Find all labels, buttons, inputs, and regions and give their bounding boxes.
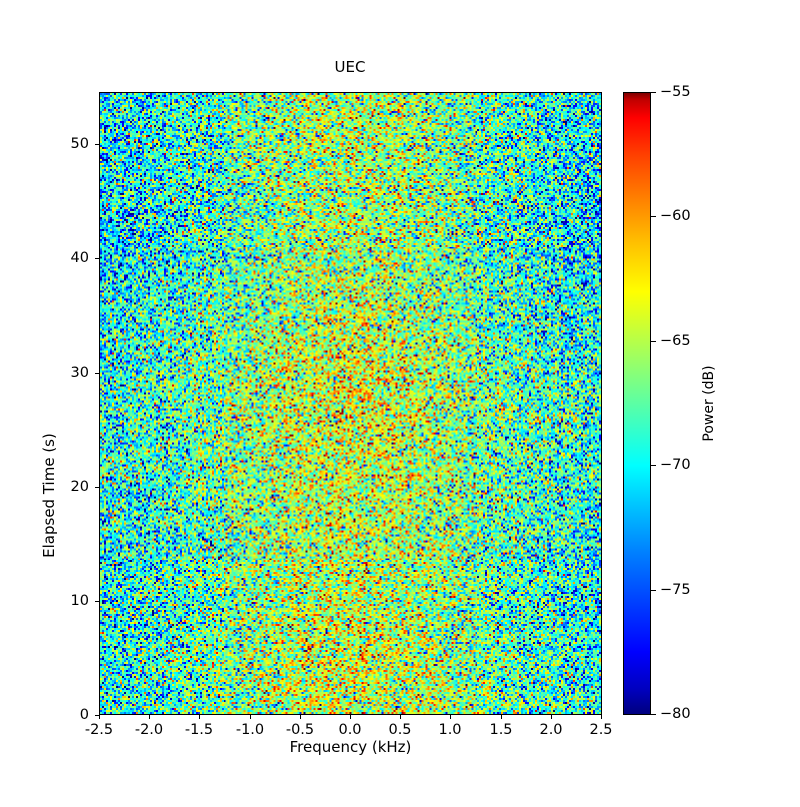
x-tick-label: 2.5 [589, 722, 613, 738]
colorbar-tick-mark [651, 465, 656, 466]
x-tick-mark [501, 715, 502, 719]
y-tick-mark [95, 601, 99, 602]
colorbar-label: Power (dB) [701, 365, 717, 442]
colorbar-label-wrapper: Power (dB) [700, 92, 718, 715]
x-tick-mark [250, 715, 251, 719]
x-tick-label: -0.5 [285, 722, 315, 738]
y-tick-mark [95, 487, 99, 488]
x-tick-mark [300, 715, 301, 719]
title-line-station: UEC [334, 58, 366, 76]
x-tick-mark [450, 715, 451, 719]
colorbar-tick-label: −70 [660, 457, 691, 473]
colorbar-tick-label: −60 [660, 208, 691, 224]
colorbar-tick-mark [651, 341, 656, 342]
y-tick-label: 40 [70, 250, 89, 266]
x-tick-label: 0.5 [388, 722, 412, 738]
y-tick-mark [95, 373, 99, 374]
x-tick-label: 1.5 [489, 722, 513, 738]
colorbar-tick-label: −65 [660, 333, 691, 349]
spectrogram-plot-area [99, 92, 602, 715]
y-tick-mark [95, 715, 99, 716]
y-tick-label: 50 [70, 136, 89, 152]
colorbar-tick-label: −55 [660, 84, 691, 100]
y-tick-label: 20 [70, 479, 89, 495]
y-axis-label-wrapper: Elapsed Time (s) [40, 92, 58, 715]
x-axis-label: Frequency (kHz) [289, 738, 412, 756]
colorbar-tick-mark [651, 714, 656, 715]
colorbar-gradient [624, 93, 650, 714]
colorbar-tick-label: −75 [660, 582, 691, 598]
colorbar-tick-mark [651, 216, 656, 217]
x-tick-mark [400, 715, 401, 719]
y-axis-label: Elapsed Time (s) [40, 433, 58, 558]
colorbar-tick-label: −80 [660, 706, 691, 722]
x-tick-mark [601, 715, 602, 719]
x-tick-label: 1.0 [438, 722, 462, 738]
colorbar-tick-mark [651, 92, 656, 93]
y-tick-label: 10 [70, 593, 89, 609]
x-tick-label: -1.5 [184, 722, 214, 738]
colorbar-tick-mark [651, 590, 656, 591]
y-tick-mark [95, 258, 99, 259]
x-tick-mark [149, 715, 150, 719]
y-tick-mark [95, 144, 99, 145]
x-tick-label: -2.0 [134, 722, 164, 738]
x-tick-label: 2.0 [539, 722, 563, 738]
x-tick-mark [199, 715, 200, 719]
x-tick-label: -1.0 [235, 722, 265, 738]
y-tick-label: 0 [79, 707, 89, 723]
x-tick-mark [350, 715, 351, 719]
x-tick-mark [551, 715, 552, 719]
x-tick-label: 0.0 [338, 722, 362, 738]
x-tick-label: -2.5 [84, 722, 114, 738]
spectrogram-image [100, 93, 601, 714]
y-tick-label: 30 [70, 365, 89, 381]
colorbar [623, 92, 651, 715]
x-tick-mark [99, 715, 100, 719]
